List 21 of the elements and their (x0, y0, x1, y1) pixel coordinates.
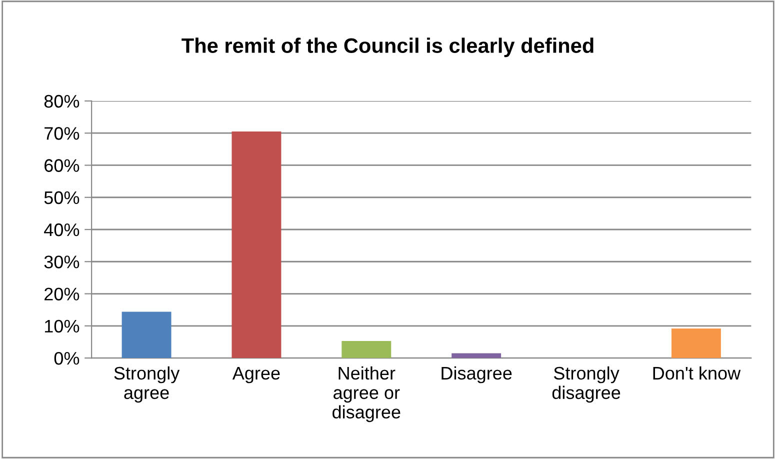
x-tick-label: Disagree (442, 366, 512, 384)
x-tick-label: Agree (232, 367, 280, 384)
bar (122, 312, 172, 358)
y-tick-label: 20% (44, 288, 80, 300)
x-tick-label: Neither agree or disagree (332, 366, 400, 422)
bar (232, 132, 282, 358)
y-tick-label: 70% (44, 127, 80, 140)
x-tick-label: Strongly agree (114, 366, 180, 403)
chart-title: The remit of the Council is clearly defined (182, 38, 594, 58)
bar (342, 340, 392, 358)
x-tick-label: Strongly disagree (552, 366, 620, 403)
y-tick-label: 50% (44, 191, 80, 204)
bar (452, 353, 502, 358)
y-tick-label: 60% (44, 159, 80, 172)
y-tick-label: 30% (44, 256, 80, 268)
y-tick-label: 80% (44, 94, 80, 108)
y-tick-label: 40% (44, 223, 80, 236)
bar (671, 328, 721, 358)
y-tick-label: 10% (45, 320, 80, 333)
y-tick-label: 0% (54, 352, 80, 365)
x-tick-label: Don't know (653, 366, 741, 380)
